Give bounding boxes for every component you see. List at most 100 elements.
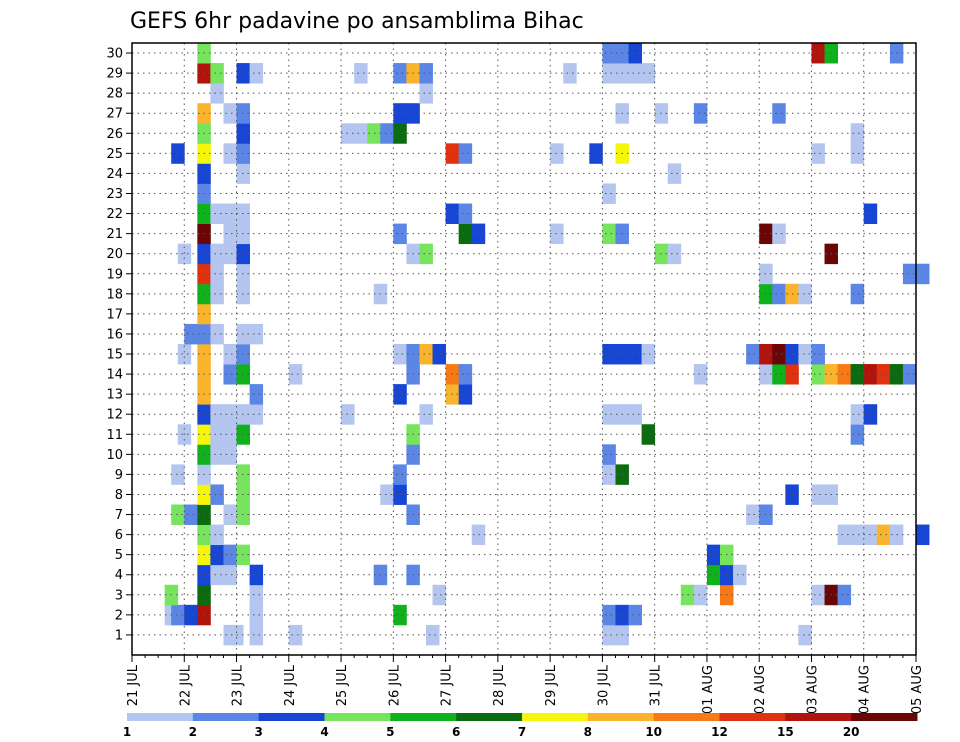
legend-swatch [456,713,523,721]
y-tick-label: 21 [106,227,123,242]
y-tick-label: 24 [106,167,123,182]
y-tick-label: 10 [106,448,123,463]
x-tick-label: 30 JUL [596,664,611,706]
x-tick-label: 22 JUL [178,664,193,706]
x-tick-label: 03 AUG [805,665,820,714]
x-tick-label: 01 AUG [701,665,716,714]
heatmap-cell [210,404,224,425]
cells-layer [164,43,930,646]
legend-label: 1 [123,725,131,739]
heatmap-cell [602,604,616,626]
heatmap-cell [171,143,185,164]
heatmap-cell [693,364,708,385]
heatmap-cell [249,584,264,606]
y-tick-label: 1 [115,628,123,643]
x-tick-label: 28 JUL [492,664,507,706]
heatmap-cell [602,183,616,204]
y-tick-label: 22 [106,207,123,222]
heatmap-cell [563,63,577,84]
heatmap-cell [210,263,224,285]
heatmap-cell [772,283,786,305]
heatmap-cell [432,343,446,365]
heatmap-cell [223,504,237,525]
legend-label: 12 [711,725,728,739]
heatmap-cell [249,404,264,425]
heatmap-cell [837,364,852,385]
y-tick-label: 28 [106,87,123,102]
heatmap-cell [210,444,224,465]
heatmap-cell [210,564,224,586]
heatmap-cell [850,123,865,144]
heatmap-cell [850,424,865,445]
legend-swatch [785,713,852,721]
heatmap-cell [471,524,486,546]
y-tick-label: 14 [106,368,123,383]
y-tick-label: 25 [106,147,123,162]
y-tick-label: 15 [106,348,123,363]
heatmap-cell [393,103,407,124]
heatmap-cell [876,364,891,385]
x-tick-label: 21 JUL [126,664,141,706]
legend-label: 6 [452,725,460,739]
heatmap-cell [419,404,433,425]
chart-title: GEFS 6hr padavine po ansamblima Bihac [130,9,584,34]
heatmap-cell [419,83,433,104]
y-tick-label: 4 [115,568,123,583]
legend-swatch [719,713,786,721]
heatmap-cell [811,484,825,505]
heatmap-cell [458,384,473,405]
y-tick-label: 23 [106,187,123,202]
heatmap-cell [837,524,852,546]
heatmap-cell [223,343,237,365]
heatmap-cell [602,444,616,465]
heatmap-cell [772,223,786,245]
x-tick-label: 23 JUL [231,664,246,706]
heatmap-cell [393,223,407,245]
x-tick-label: 29 JUL [544,664,559,706]
y-tick-label: 20 [106,247,123,262]
y-tick-label: 30 [106,47,123,62]
heatmap-cell [393,384,407,405]
heatmap-cell [641,343,656,365]
legend-swatch [587,713,655,721]
heatmap-cell [223,404,237,425]
legend-swatch [653,713,720,721]
legend-swatch [192,713,260,721]
heatmap-cell [210,203,224,224]
color-legend: 1 2 3 4 5 6 7 8 10 12 15 20 [123,713,918,739]
heatmap-cell [667,163,682,184]
legend-label: 10 [645,725,662,739]
x-tick-label: 25 JUL [335,664,350,706]
heatmap-cell [210,83,224,104]
x-axis: 21 JUL 22 JUL 23 JUL 24 JUL 25 JUL 26 JUL 27 J… [126,655,925,714]
y-tick-label: 13 [106,388,123,403]
heatmap-cell [458,143,473,164]
heatmap-cell [249,323,264,345]
heatmap-cell [602,624,616,646]
heatmap-cell [432,584,446,606]
heatmap-cell [811,343,825,365]
legend-swatch [851,713,918,721]
y-tick-label: 19 [106,267,123,282]
heatmap-cell [628,404,642,425]
heatmap-cell [772,343,786,365]
heatmap-cell [177,343,192,365]
y-tick-label: 7 [115,508,123,523]
y-tick-label: 5 [115,548,123,563]
heatmap-cell [458,203,473,224]
heatmap-cell [706,544,721,566]
heatmap-cell [210,323,224,345]
heatmap-cell [354,63,368,84]
heatmap-cell [876,524,891,546]
heatmap-cell [210,63,224,84]
y-tick-label: 2 [115,608,123,623]
heatmap-cell [902,364,917,385]
legend-swatch [522,713,589,721]
heatmap-cell [850,364,865,385]
x-tick-label: 26 JUL [387,664,402,706]
heatmap-cell [223,544,237,566]
heatmap-cell [458,223,473,245]
heatmap-cell [223,143,237,164]
heatmap-cell [641,63,656,84]
heatmap-cell [419,243,433,265]
